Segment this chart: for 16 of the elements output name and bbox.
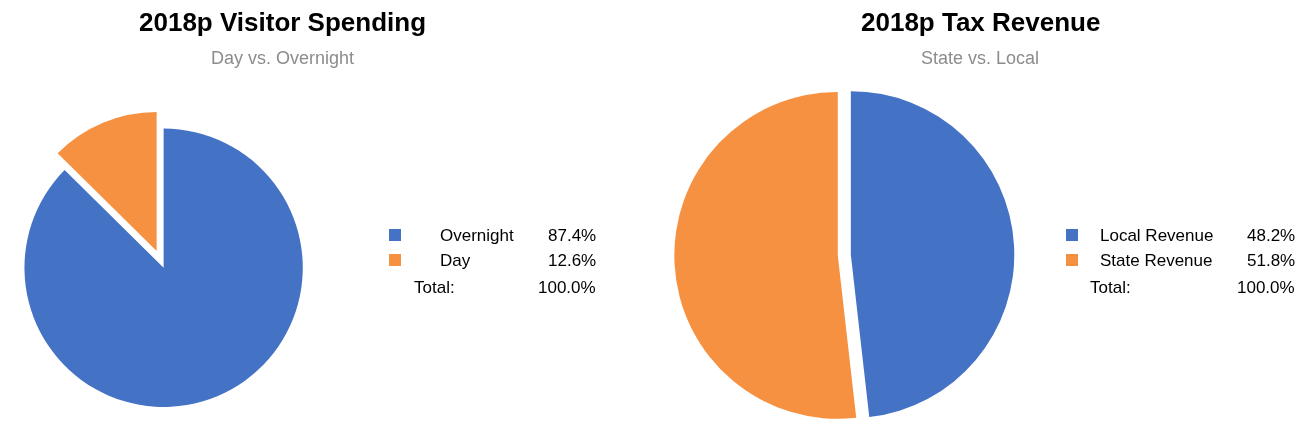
- data-label: 51.8%: [1247, 251, 1296, 270]
- text: Total:: [1090, 278, 1131, 297]
- data-label: 12.6%: [548, 251, 597, 270]
- text: Total:: [414, 278, 455, 297]
- chart-title: 2018p Visitor Spending: [139, 7, 427, 37]
- chart-subtitle: Day vs. Overnight: [211, 48, 355, 68]
- chart-title: 2018p Tax Revenue: [861, 7, 1101, 37]
- chart-subtitle: State vs. Local: [921, 48, 1040, 68]
- text: 100.0%: [1237, 278, 1295, 297]
- data-label: 48.2%: [1247, 226, 1296, 245]
- data-label: 87.4%: [548, 226, 597, 245]
- legend-label: State Revenue: [1100, 251, 1213, 270]
- legend-label: Local Revenue: [1100, 226, 1214, 245]
- legend-label: Overnight: [440, 226, 514, 245]
- legend-label: Day: [440, 251, 471, 270]
- text: 100.0%: [538, 278, 596, 297]
